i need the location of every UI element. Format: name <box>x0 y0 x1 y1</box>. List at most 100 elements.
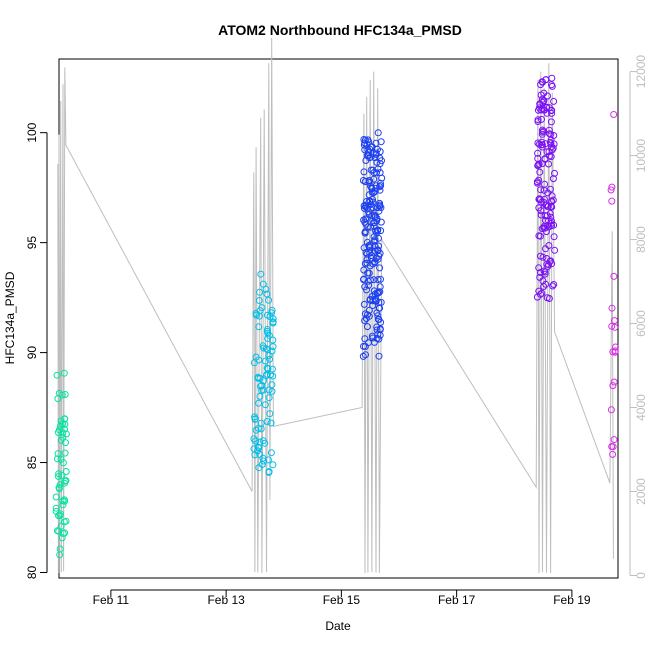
data-point <box>548 109 556 117</box>
data-point <box>256 451 264 458</box>
data-point <box>548 222 556 230</box>
data-point <box>361 335 369 343</box>
data-point <box>376 160 384 168</box>
data-point <box>543 201 551 209</box>
data-point <box>550 233 558 241</box>
data-point <box>264 365 272 373</box>
data-point <box>360 168 368 176</box>
scatter-points-layer <box>52 74 619 559</box>
data-point <box>535 140 543 148</box>
data-point <box>608 443 616 450</box>
data-point <box>255 297 263 304</box>
data-point <box>539 126 546 134</box>
data-point <box>545 160 552 168</box>
data-point <box>543 255 551 262</box>
data-point <box>376 186 384 194</box>
data-point <box>58 534 66 542</box>
data-point <box>265 296 273 304</box>
y-axis-label: HFC134a_PMSD <box>3 271 17 364</box>
data-point <box>369 198 377 206</box>
data-point <box>263 290 271 298</box>
data-point <box>537 81 545 89</box>
secondary-tick-label: 8000 <box>634 226 648 253</box>
data-point <box>54 450 62 458</box>
data-point <box>258 304 266 312</box>
y-tick-label: 95 <box>25 236 39 250</box>
data-point <box>533 179 541 187</box>
data-point <box>374 289 382 297</box>
data-point <box>257 419 265 427</box>
data-point <box>252 311 260 319</box>
data-point <box>55 426 63 434</box>
data-point <box>375 352 383 360</box>
data-point <box>607 186 615 194</box>
data-point <box>54 395 62 403</box>
data-point <box>361 136 369 144</box>
data-point <box>534 116 542 124</box>
data-point <box>551 169 558 177</box>
data-point <box>376 249 384 257</box>
data-point <box>62 468 70 475</box>
data-point <box>377 179 384 187</box>
data-point <box>269 343 277 351</box>
data-point <box>366 154 374 162</box>
data-point <box>57 436 65 444</box>
data-point <box>362 249 370 256</box>
data-point <box>541 155 549 163</box>
secondary-tick-label: 2000 <box>634 478 648 505</box>
data-point <box>377 227 385 235</box>
data-point <box>361 310 369 318</box>
data-point <box>60 496 68 504</box>
data-point <box>540 97 548 105</box>
data-point <box>261 357 269 365</box>
x-axis: Feb 11 Feb 13 Feb 15 Feb 17 Feb 19 <box>93 589 591 607</box>
data-point <box>375 242 382 250</box>
data-point <box>261 401 269 409</box>
data-point <box>368 184 376 192</box>
data-point <box>61 415 69 423</box>
data-point <box>538 225 546 233</box>
data-point <box>53 527 61 535</box>
data-point <box>377 275 384 283</box>
data-point <box>265 351 273 359</box>
data-point <box>374 312 382 320</box>
data-point <box>549 175 557 183</box>
data-point <box>53 455 61 463</box>
data-point <box>370 237 378 245</box>
data-point <box>61 425 68 433</box>
data-point <box>540 267 548 275</box>
data-point <box>58 391 66 399</box>
data-point <box>548 106 556 114</box>
data-point <box>538 141 546 149</box>
secondary-tick-label: 10000 <box>634 139 648 173</box>
data-point <box>250 359 258 367</box>
data-point <box>551 246 559 254</box>
data-point <box>258 381 266 389</box>
data-point <box>376 183 384 191</box>
data-point <box>375 207 383 215</box>
data-point <box>372 151 380 158</box>
data-point <box>252 437 260 445</box>
data-point <box>375 316 383 323</box>
data-point <box>608 197 616 205</box>
data-point <box>540 127 547 135</box>
data-point <box>539 128 547 136</box>
data-point <box>360 276 367 284</box>
data-point <box>268 306 276 314</box>
data-point <box>260 377 267 385</box>
data-point <box>609 450 617 458</box>
data-point <box>53 371 61 379</box>
y-tick-label: 100 <box>25 122 39 142</box>
data-point <box>607 406 615 414</box>
data-point <box>268 381 276 389</box>
secondary-tick-label: 6000 <box>634 310 648 337</box>
data-point <box>540 89 548 97</box>
data-point <box>534 149 542 157</box>
data-point <box>542 245 549 253</box>
data-point <box>542 280 550 288</box>
data-point <box>610 378 618 386</box>
data-point <box>263 311 271 319</box>
data-point <box>52 493 60 501</box>
data-point <box>538 115 545 123</box>
